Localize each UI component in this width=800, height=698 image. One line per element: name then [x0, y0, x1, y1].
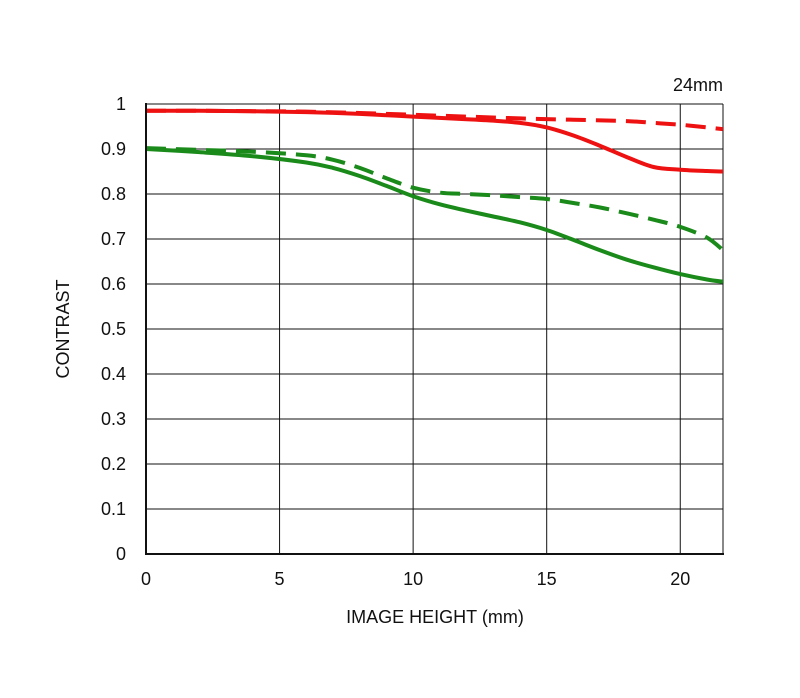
- y-tick-label: 0.4: [101, 364, 126, 384]
- y-tick-label: 0.8: [101, 184, 126, 204]
- x-tick-label: 15: [537, 569, 557, 589]
- y-tick-label: 0.7: [101, 229, 126, 249]
- series-lines: [146, 108, 723, 284]
- x-tick-label: 20: [670, 569, 690, 589]
- tick-labels: 00.10.20.30.40.50.60.70.80.910 5 10 15 20: [101, 94, 690, 589]
- x-tick-label: 5: [275, 569, 285, 589]
- y-tick-label: 0.3: [101, 409, 126, 429]
- x-tick-label: 10: [403, 569, 423, 589]
- x-axis-title: IMAGE HEIGHT (mm): [346, 607, 524, 627]
- plot-frame: [145, 103, 724, 555]
- y-tick-label: 0: [116, 544, 126, 564]
- green-dashed-series-line: [146, 146, 723, 252]
- y-tick-label: 0.1: [101, 499, 126, 519]
- red-dashed-series-line: [146, 108, 723, 132]
- y-axis-title: CONTRAST: [53, 279, 73, 378]
- y-tick-label: 1: [116, 94, 126, 114]
- y-tick-label: 0.6: [101, 274, 126, 294]
- grid: [146, 103, 724, 554]
- y-tick-label: 0.2: [101, 454, 126, 474]
- red-solid-series-line: [146, 108, 723, 174]
- y-tick-label: 0.5: [101, 319, 126, 339]
- green-solid-series-line: [146, 147, 723, 284]
- corner-label: 24mm: [673, 75, 723, 95]
- y-tick-label: 0.9: [101, 139, 126, 159]
- x-tick-label: 0: [141, 569, 151, 589]
